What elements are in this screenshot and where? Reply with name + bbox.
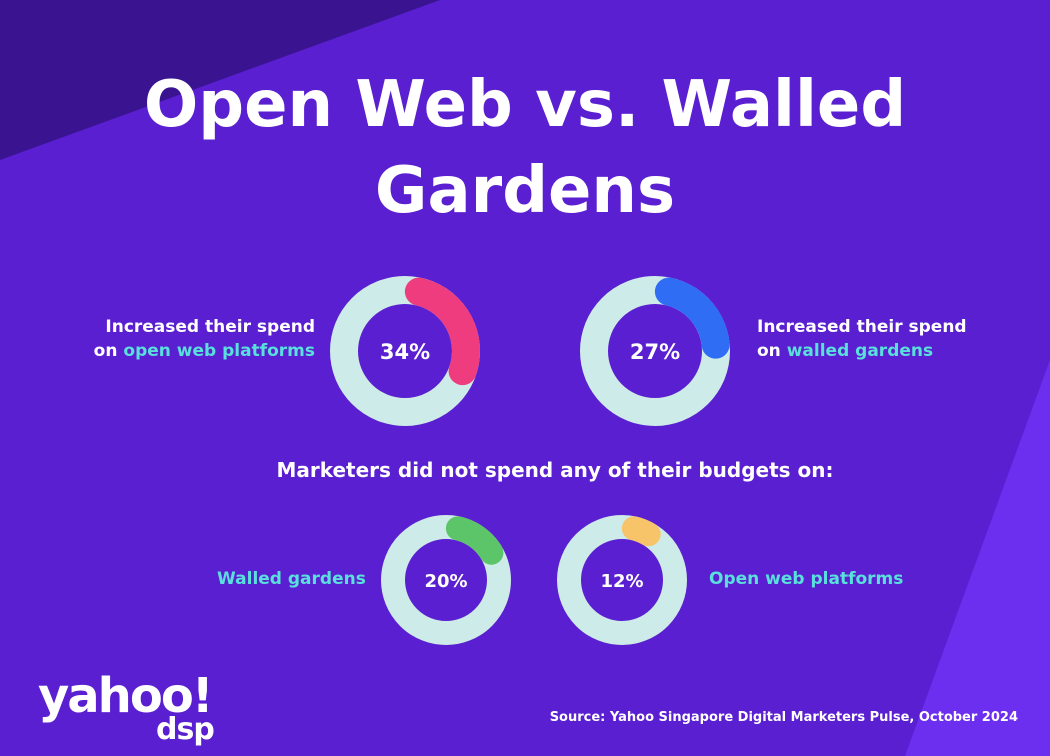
donut-chart-open-web-increase: 34% [330, 276, 480, 426]
page-title: Open Web vs. Walled Gardens [143, 68, 907, 228]
donut-chart-walled-gardens-increase: 27% [580, 276, 730, 426]
source-note: Source: Yahoo Singapore Digital Marketer… [549, 710, 1018, 725]
donut-value-open-web-increase: 34% [380, 340, 430, 364]
donut-arc-walled-gardens-increase [654, 277, 730, 359]
donut-arc-open-web-increase [404, 277, 480, 386]
label-increased-open-web: Increased their spend on open web platfo… [94, 315, 315, 363]
label-line-1: Increased their spend [757, 317, 967, 337]
donut-value-no-spend-walled-gardens: 20% [424, 571, 467, 592]
label-line-2: on walled gardens [757, 339, 967, 363]
no-spend-heading: Marketers did not spend any of their bud… [276, 458, 834, 482]
yahoo-dsp-logo: yahoo! dsp [38, 668, 238, 750]
donut-chart-no-spend-open-web: 12% [557, 515, 687, 645]
donut-value-walled-gardens-increase: 27% [630, 340, 680, 364]
donut-arc-no-spend-open-web [621, 516, 661, 547]
donut-arc-no-spend-walled-gardens [445, 516, 504, 565]
corner-shape-top-left [0, 0, 440, 160]
logo-sub-text: dsp [156, 712, 215, 747]
donut-chart-no-spend-walled-gardens: 20% [381, 515, 511, 645]
label-increased-walled-gardens: Increased their spend on walled gardens [757, 315, 967, 363]
label-no-spend-open-web: Open web platforms [709, 569, 904, 589]
on-word: on [93, 341, 118, 361]
open-web-highlight: open web platforms [123, 341, 315, 361]
logo-main-text: yahoo! [38, 668, 214, 724]
corner-shape-bottom-right [905, 360, 1050, 756]
label-no-spend-walled-gardens: Walled gardens [217, 569, 366, 589]
label-line-2: on open web platforms [94, 339, 315, 363]
label-line-1: Increased their spend [105, 317, 315, 337]
walled-gardens-highlight: walled gardens [786, 341, 934, 361]
donut-value-no-spend-open-web: 12% [600, 571, 643, 592]
on-word: on [757, 341, 781, 361]
